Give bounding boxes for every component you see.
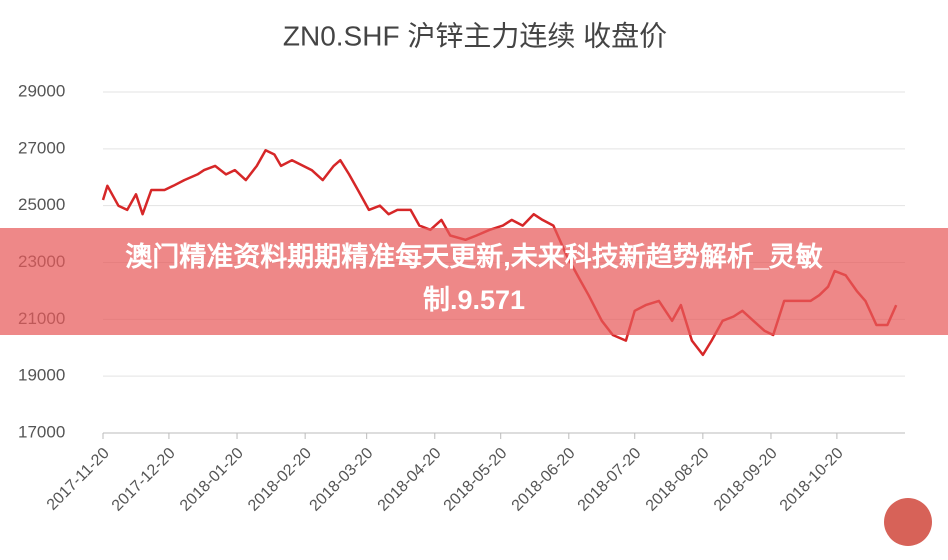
x-tick-label: 2018-01-20 [177, 445, 247, 515]
x-tick-label: 2018-09-20 [711, 445, 781, 515]
x-tick-label: 2017-12-20 [109, 445, 179, 515]
watermark-logo [884, 498, 932, 546]
x-tick-label: 2017-11-20 [44, 445, 113, 514]
x-tick-label: 2018-03-20 [307, 445, 377, 515]
y-tick-label: 27000 [18, 138, 65, 157]
chart-title: ZN0.SHF 沪锌主力连续 收盘价 [283, 20, 667, 51]
x-tick-label: 2018-06-20 [509, 445, 579, 515]
x-tick-label: 2018-04-20 [375, 445, 445, 515]
x-tick-label: 2018-05-20 [441, 445, 511, 515]
banner-line: 澳门精准资料期期精准每天更新,未来科技新趋势解析_灵敏 [125, 241, 823, 272]
x-tick-label: 2018-02-20 [245, 445, 315, 515]
banner-line: 制.9.571 [423, 285, 525, 315]
y-tick-label: 25000 [18, 195, 65, 214]
y-tick-label: 19000 [18, 366, 65, 385]
x-tick-label: 2018-07-20 [575, 445, 645, 515]
y-tick-label: 17000 [18, 422, 65, 441]
x-tick-label: 2018-10-20 [777, 445, 847, 515]
banner-text: 澳门精准资料期期精准每天更新,未来科技新趋势解析_灵敏制.9.571 [125, 241, 823, 315]
x-tick-label: 2018-08-20 [643, 445, 713, 515]
banner [0, 228, 948, 335]
y-tick-label: 29000 [18, 81, 65, 100]
